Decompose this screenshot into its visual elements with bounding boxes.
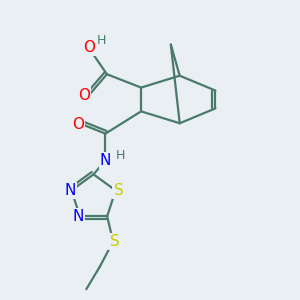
Text: S: S [114, 183, 123, 198]
Text: O: O [72, 117, 84, 132]
Text: H: H [116, 149, 125, 162]
Text: O: O [78, 88, 90, 103]
Text: N: N [100, 153, 111, 168]
Text: N: N [73, 209, 84, 224]
Text: N: N [64, 183, 76, 198]
Text: S: S [110, 234, 119, 249]
Text: H: H [96, 34, 106, 46]
Text: O: O [83, 40, 95, 55]
